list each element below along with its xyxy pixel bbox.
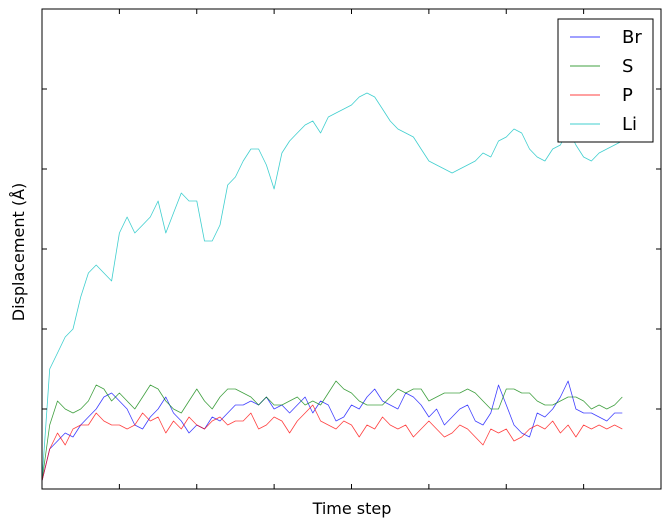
legend: Br SP Li: [557, 18, 654, 143]
legend-label-p: P: [622, 85, 633, 106]
series-layer: [41, 92, 623, 482]
series-line-li: [41, 92, 623, 482]
ticks-layer: [42, 9, 661, 489]
legend-label-br: Br: [622, 27, 642, 48]
y-axis-label: Displacement (Å): [9, 183, 28, 322]
series-line-br: [41, 380, 623, 482]
series-line-s: [41, 380, 623, 482]
plot-frame: [41, 8, 662, 490]
legend-label-li: Li: [622, 114, 637, 135]
x-axis-label: Time step: [312, 499, 392, 518]
legend-items: Br SP Li: [570, 27, 642, 135]
series-line-p: [41, 404, 623, 482]
legend-label-s: S: [622, 56, 633, 77]
legend-box: [557, 18, 654, 143]
